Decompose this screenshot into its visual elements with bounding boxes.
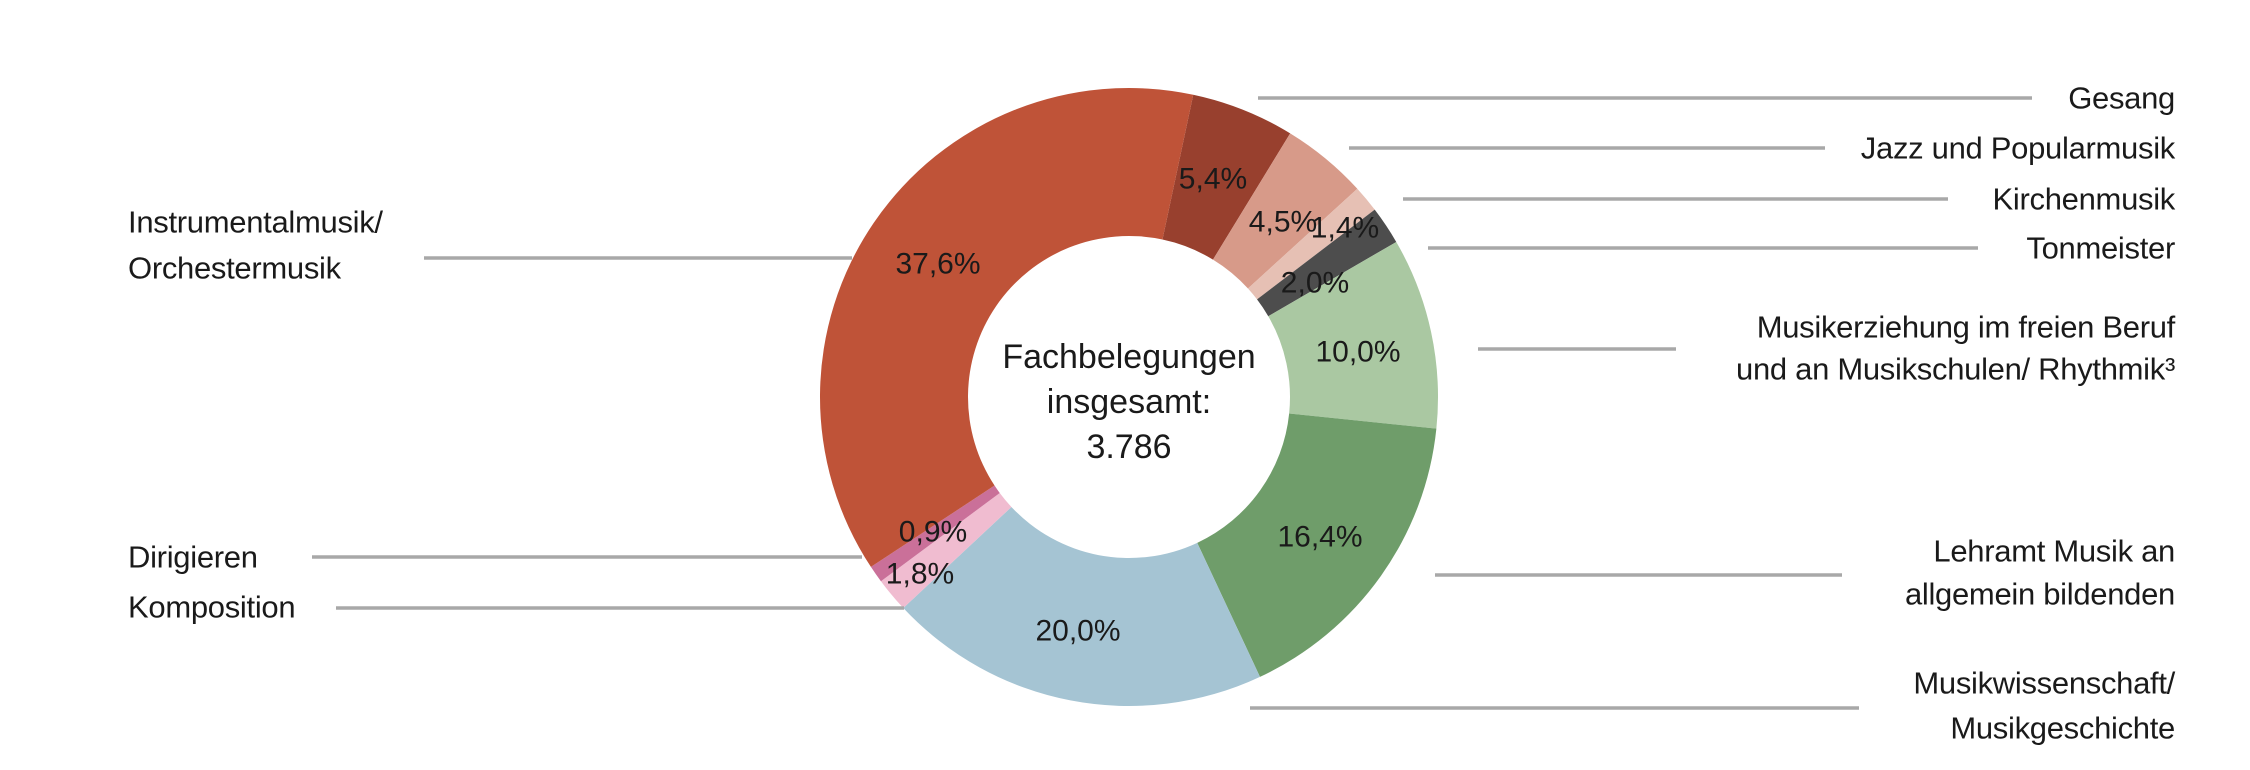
slice-jazz-und-popularmusik (1212, 133, 1358, 289)
category-label-gesang: Gesang (2068, 81, 2175, 116)
pct-label-komposition: 1,8% (886, 558, 954, 591)
category-label-musikwissenschaft: Musikwissenschaft/ (1913, 666, 2175, 701)
category-label-instrumentalmusik: Instrumentalmusik/ (128, 205, 383, 240)
category-label-lehramt-musik: Lehramt Musik an (1933, 534, 2175, 569)
category-label-tonmeister: Tonmeister (2026, 231, 2175, 266)
center-total-value: 3.786 (1086, 428, 1172, 466)
category-label-lehramt-musik: allgemein bildenden (1905, 577, 2175, 612)
category-label-jazz-und-popularmusik: Jazz und Popularmusik (1861, 131, 2176, 166)
category-label-kirchenmusik: Kirchenmusik (1993, 182, 2176, 217)
category-label-instrumentalmusik: Orchestermusik (128, 251, 342, 286)
pct-label-musikwissenschaft: 20,0% (1035, 615, 1120, 648)
pct-label-kirchenmusik: 1,4% (1311, 212, 1379, 245)
slice-lehramt-musik (1197, 413, 1437, 677)
center-label-line-2: insgesamt: (1046, 383, 1212, 421)
category-label-musikerziehung: und an Musikschulen/ Rhythmik³ (1736, 352, 2175, 387)
pct-label-musikerziehung: 10,0% (1315, 336, 1400, 369)
category-label-musikwissenschaft: Musikgeschichte (1950, 711, 2175, 746)
center-label-line-1: Fachbelegungen (1002, 338, 1256, 376)
pct-label-gesang: 5,4% (1179, 163, 1247, 196)
slice-gesang (1162, 94, 1291, 260)
donut-center-label: Fachbelegungen insgesamt: 3.786 (929, 335, 1329, 470)
slice-musikerziehung (1268, 241, 1438, 429)
pct-label-jazz-und-popularmusik: 4,5% (1249, 206, 1317, 239)
category-label-dirigieren: Dirigieren (128, 540, 258, 575)
slice-musikwissenschaft (903, 506, 1260, 706)
pct-label-instrumentalmusik: 37,6% (895, 248, 980, 281)
slice-tonmeister (1257, 209, 1397, 317)
pct-label-lehramt-musik: 16,4% (1277, 521, 1362, 554)
pct-label-dirigieren: 0,9% (899, 516, 967, 549)
slice-komposition (880, 492, 1012, 609)
slice-instrumentalmusik (820, 88, 1194, 567)
slice-kirchenmusik (1247, 188, 1375, 300)
slice-dirigieren (870, 485, 1000, 582)
category-label-musikerziehung: Musikerziehung im freien Beruf (1757, 310, 2176, 345)
pct-label-tonmeister: 2,0% (1281, 267, 1349, 300)
category-label-komposition: Komposition (128, 590, 295, 625)
